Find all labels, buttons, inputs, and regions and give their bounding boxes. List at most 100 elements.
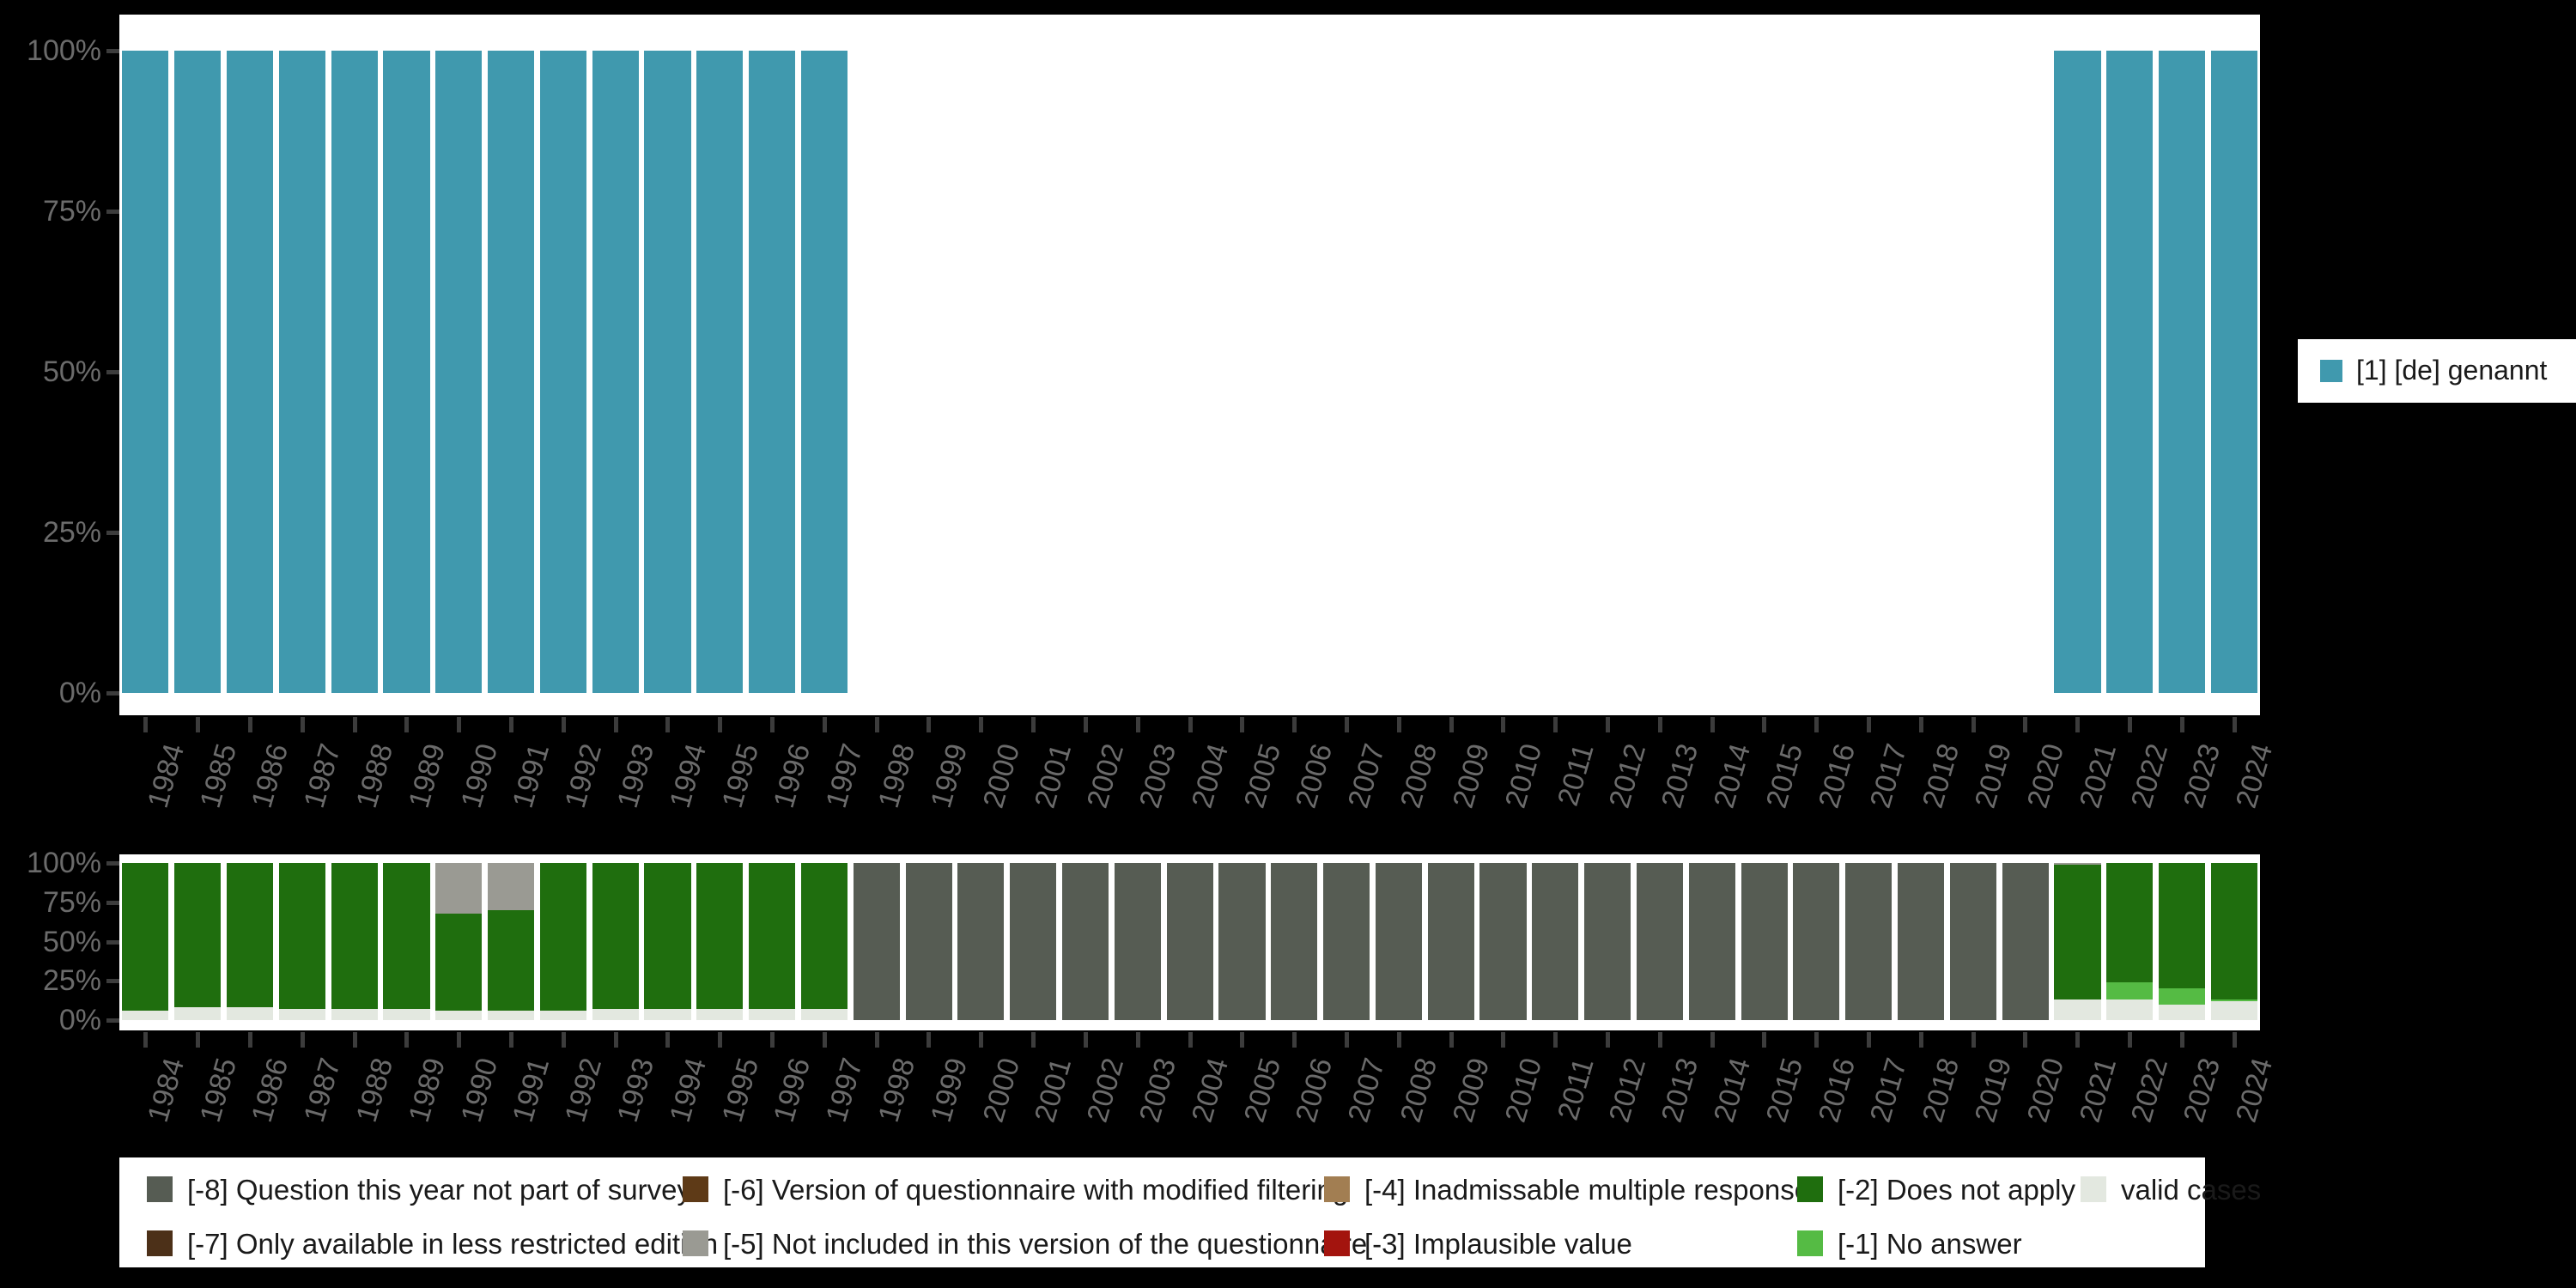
x-tick-label: 2011 (1551, 740, 1601, 810)
bar-segment (696, 1009, 744, 1020)
x-axis-tick (1605, 1032, 1610, 1048)
x-axis-tick (979, 1032, 984, 1048)
x-axis-tick (561, 1032, 566, 1048)
x-tick-label: 2010 (1498, 740, 1548, 812)
bar-group-1994 (641, 51, 694, 693)
bar-segment (435, 863, 483, 914)
bar-segment (1532, 863, 1579, 1020)
stacked-bar-2000 (957, 863, 1005, 1020)
stacked-bar-2024 (2210, 51, 2257, 693)
x-axis-tick (822, 1032, 827, 1048)
bar-segment (2210, 1001, 2257, 1020)
x-tick-label: 1989 (402, 1054, 452, 1127)
bar-group-1987 (276, 863, 328, 1020)
x-axis-tick (561, 717, 566, 732)
stacked-bar-2019 (1949, 863, 1996, 1020)
x-axis-tick (979, 717, 984, 732)
bar-segment (2159, 863, 2206, 989)
stacked-bar-2005 (1218, 863, 1266, 1020)
legend-swatch (1797, 1176, 1823, 1202)
x-axis-tick (143, 1032, 149, 1048)
bar-group-2004 (1163, 863, 1216, 1020)
bar-segment (1427, 863, 1474, 1020)
stacked-bar-1992 (539, 863, 586, 1020)
stacked-bar-2012 (1584, 863, 1631, 1020)
bar-group-2010 (1477, 51, 1529, 693)
bar-group-1997 (799, 51, 851, 693)
stacked-bar-2011 (1532, 51, 1578, 693)
x-axis-tick (1031, 1032, 1036, 1048)
stacked-bar-1997 (800, 863, 848, 1020)
bar-segment (539, 863, 586, 1012)
stacked-bar-2005 (1218, 51, 1265, 693)
legend-label-genannt: [1] [de] genannt (2356, 355, 2548, 386)
x-axis-tick (1762, 717, 1767, 732)
x-axis-tick (2232, 717, 2237, 732)
stacked-bar-2022 (2106, 863, 2154, 1020)
x-tick-label: 2019 (1968, 740, 2019, 812)
x-axis-tick (196, 1032, 201, 1048)
x-tick-label: 2020 (2020, 740, 2070, 812)
x-tick-label: 1997 (820, 1054, 870, 1127)
bar-group-2023 (2156, 863, 2208, 1020)
stacked-bar-1990 (435, 51, 483, 693)
x-axis-tick (1814, 717, 1820, 732)
x-tick-label: 1993 (611, 1054, 661, 1127)
legend-label: [-8] Question this year not part of surv… (187, 1174, 691, 1206)
bar-group-1985 (172, 863, 224, 1020)
x-axis-tick (2023, 717, 2028, 732)
stacked-bar-2023 (2159, 51, 2206, 693)
stacked-bar-2019 (1950, 51, 1996, 693)
x-axis-tick (2023, 1032, 2028, 1048)
bar-group-1990 (433, 51, 485, 693)
x-axis-tick (1501, 1032, 1506, 1048)
bar-group-2024 (2208, 863, 2261, 1020)
x-tick-label: 2023 (2177, 740, 2227, 812)
x-tick-label: 2003 (1133, 740, 1183, 812)
bar-group-1998 (850, 51, 902, 693)
bar-segment (2106, 999, 2154, 1020)
x-tick-label: 2022 (2125, 1054, 2175, 1127)
bar-group-2016 (1790, 863, 1843, 1020)
stacked-bar-1985 (174, 863, 222, 1020)
bar-group-2020 (1999, 51, 2051, 693)
stacked-bar-2015 (1741, 51, 1788, 693)
bar-segment (800, 1009, 848, 1020)
y-tick-label: 50% (42, 355, 101, 388)
x-axis-tick (2232, 1032, 2237, 1048)
bar-group-1996 (746, 51, 799, 693)
bar-segment (696, 51, 744, 693)
bar-group-1984 (119, 863, 172, 1020)
x-tick-label: 1994 (663, 1054, 713, 1127)
bar-segment (1688, 863, 1735, 1020)
x-axis-tick (770, 1032, 775, 1048)
bar-group-2002 (1060, 51, 1112, 693)
x-tick-label: 1993 (611, 740, 661, 812)
legend-swatch-genannt (2320, 360, 2342, 382)
bottom-plot-area (119, 854, 2260, 1030)
x-tick-label: 1988 (349, 1054, 400, 1127)
bar-group-1996 (746, 863, 799, 1020)
y-axis-tick (106, 691, 119, 696)
x-tick-label: 2016 (1812, 1054, 1862, 1127)
legend-swatch (683, 1176, 708, 1202)
bar-segment (2159, 51, 2206, 693)
bar-group-2000 (955, 863, 1007, 1020)
bar-group-2016 (1790, 51, 1843, 693)
x-axis-tick (1971, 1032, 1976, 1048)
bar-group-2013 (1634, 863, 1686, 1020)
bar-group-1986 (224, 863, 276, 1020)
stacked-bar-2018 (1897, 863, 1945, 1020)
stacked-bar-1994 (644, 863, 691, 1020)
bar-segment (331, 51, 378, 693)
x-tick-label: 1984 (141, 1054, 191, 1127)
bar-segment (800, 51, 848, 693)
bottom-bars (119, 863, 2260, 1020)
bar-group-2014 (1686, 51, 1738, 693)
x-axis-tick (457, 1032, 462, 1048)
bar-segment (2210, 863, 2257, 1000)
x-tick-label: 2016 (1812, 740, 1862, 812)
stacked-bar-2004 (1166, 863, 1213, 1020)
bar-group-2020 (1999, 863, 2051, 1020)
x-tick-label: 1998 (872, 740, 922, 812)
